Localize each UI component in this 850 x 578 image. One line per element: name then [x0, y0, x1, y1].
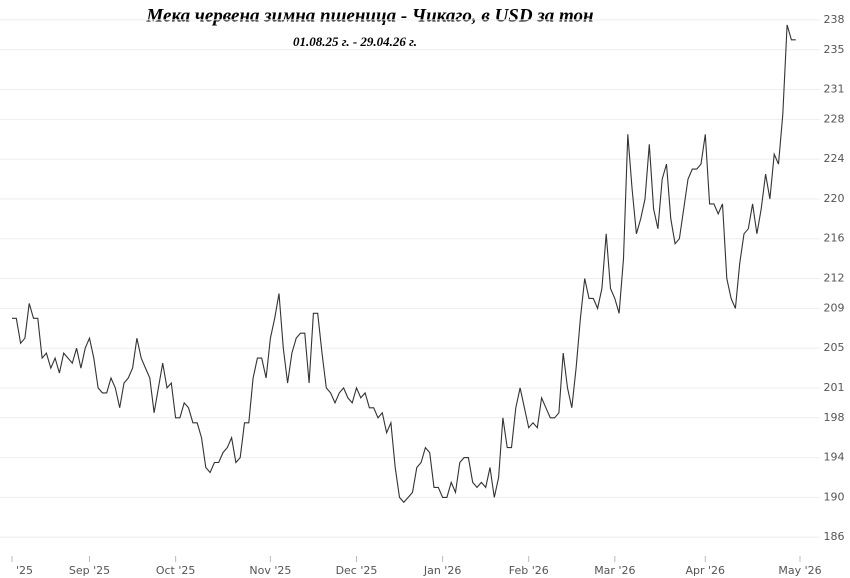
x-tick-label: Jan '26 [423, 564, 461, 577]
x-tick-label: Mar '26 [594, 564, 635, 577]
y-tick-label: 235 [824, 43, 845, 56]
x-tick-label: May '26 [778, 564, 821, 577]
y-tick-label: 212 [824, 272, 845, 285]
x-tick-label: Nov '25 [249, 564, 291, 577]
y-tick-label: 186 [824, 530, 845, 543]
price-line [12, 24, 796, 504]
y-tick-label: 190 [824, 490, 845, 503]
y-tick-label: 201 [824, 381, 845, 394]
x-tick-label: Apr '26 [685, 564, 725, 577]
x-tick-label: Dec '25 [336, 564, 378, 577]
x-tick-label: '25 [16, 564, 33, 577]
y-tick-label: 205 [824, 341, 845, 354]
y-tick-label: 228 [824, 112, 845, 125]
y-tick-label: 220 [824, 192, 845, 205]
y-tick-label: 224 [824, 152, 845, 165]
y-tick-label: 216 [824, 232, 845, 245]
y-tick-label: 209 [824, 301, 845, 314]
y-tick-label: 194 [824, 451, 845, 464]
chart-subtitle: 01.08.25 г. - 29.04.26 г. [293, 34, 417, 49]
x-tick-label: Feb '26 [509, 564, 549, 577]
x-tick-label: Sep '25 [69, 564, 110, 577]
x-tick-label: Oct '25 [156, 564, 196, 577]
y-tick-label: 198 [824, 411, 845, 424]
chart-title: Мека червена зимна пшеница - Чикаго, в U… [145, 5, 593, 26]
y-tick-label: 238 [824, 13, 845, 26]
y-tick-label: 231 [824, 83, 845, 96]
